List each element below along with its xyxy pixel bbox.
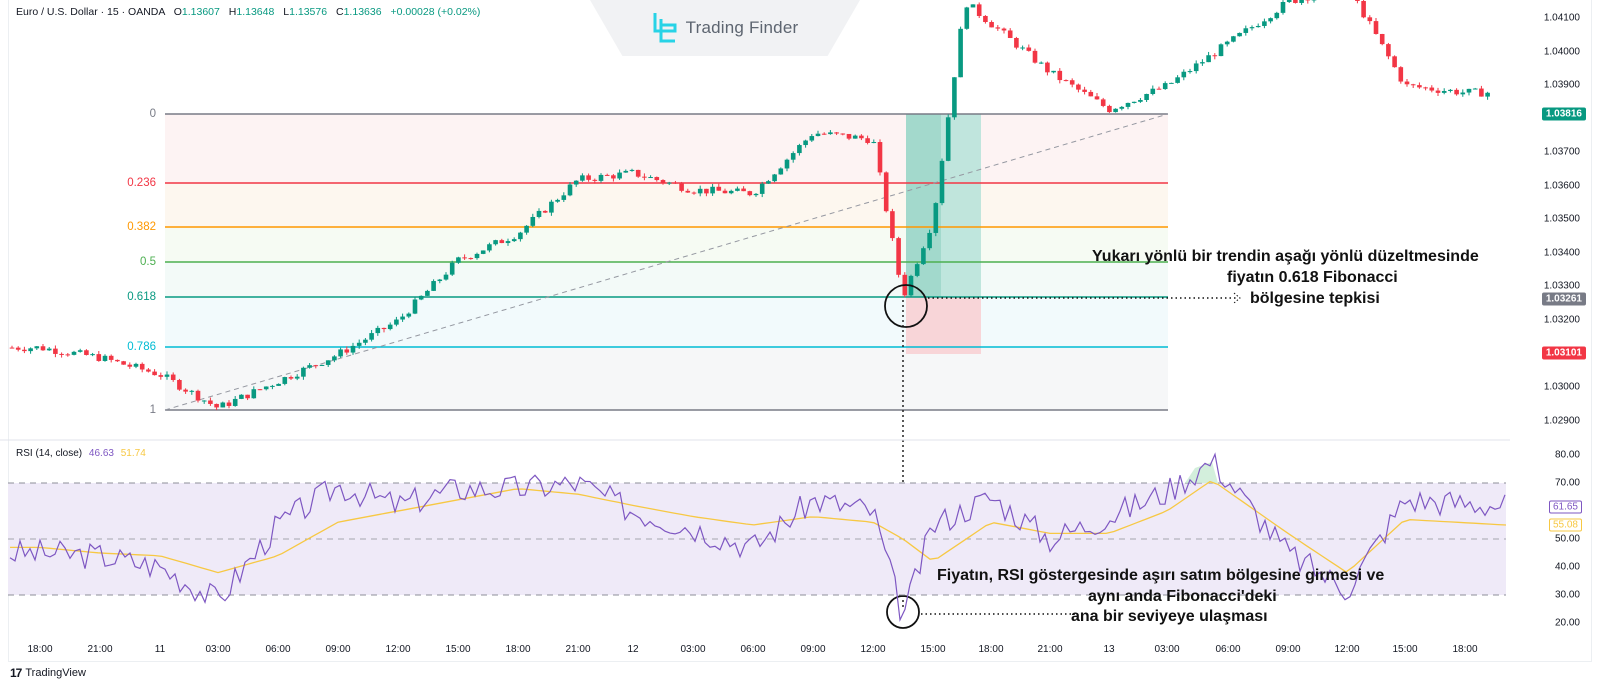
fib-annotation: Yukarı yönlü bir trendin aşağı yönlü düz… bbox=[1092, 248, 1479, 265]
time-tick: 06:00 bbox=[740, 644, 766, 655]
price-tick: 1.03000 bbox=[1543, 381, 1580, 393]
rsi-value: 46.63 bbox=[88, 448, 114, 459]
annotation-markers bbox=[884, 284, 1241, 629]
time-tick: 09:00 bbox=[325, 644, 351, 655]
time-tick: 06:00 bbox=[265, 644, 291, 655]
fib-label-0382: 0.382 bbox=[127, 221, 156, 233]
tradingview-mark-icon: 17 bbox=[10, 666, 22, 680]
fib-label-0786: 0.786 bbox=[127, 341, 156, 353]
time-tick: 03:00 bbox=[1154, 644, 1180, 655]
rsi-tick: 50.00 bbox=[1554, 533, 1580, 545]
time-tick: 15:00 bbox=[1392, 644, 1418, 655]
ohlc-close: C1.13636 bbox=[336, 6, 382, 18]
tradingview-logo[interactable]: 17 TradingView bbox=[10, 666, 86, 680]
price-tick: 1.03300 bbox=[1543, 280, 1580, 292]
time-tick: 09:00 bbox=[1275, 644, 1301, 655]
time-tick: 21:00 bbox=[565, 644, 591, 655]
rsi-annotation-line3: ana bir seviyeye ulaşması bbox=[1071, 608, 1268, 625]
fib-annotation-line2: fiyatın 0.618 Fibonacci bbox=[1227, 269, 1398, 286]
time-tick: 15:00 bbox=[920, 644, 946, 655]
rsi-tick: 30.00 bbox=[1554, 589, 1580, 601]
time-tick: 12 bbox=[627, 644, 639, 655]
fib-label-0236: 0.236 bbox=[127, 177, 156, 189]
price-tick: 1.03400 bbox=[1543, 247, 1580, 259]
time-tick: 12:00 bbox=[860, 644, 886, 655]
last-price-badge: 1.03816 bbox=[1541, 107, 1586, 121]
time-tick: 21:00 bbox=[1037, 644, 1063, 655]
fib-label-1: 1 bbox=[149, 404, 156, 416]
price-tick: 1.02900 bbox=[1543, 415, 1580, 427]
price-tick: 1.04000 bbox=[1543, 46, 1580, 58]
candlesticks bbox=[9, 0, 1490, 411]
trading-finder-logo-icon bbox=[653, 13, 677, 43]
time-tick: 18:00 bbox=[978, 644, 1004, 655]
brand-watermark: Trading Finder bbox=[590, 0, 860, 56]
fib-label-05: 0.5 bbox=[140, 256, 156, 268]
time-tick: 03:00 bbox=[205, 644, 231, 655]
price-tick: 1.03500 bbox=[1543, 213, 1580, 225]
symbol-title: Euro / U.S. Dollar · 15 · OANDA bbox=[16, 6, 165, 18]
stop-price-badge: 1.03101 bbox=[1541, 346, 1586, 360]
time-tick: 09:00 bbox=[800, 644, 826, 655]
price-tick: 1.03200 bbox=[1543, 314, 1580, 326]
time-tick: 12:00 bbox=[385, 644, 411, 655]
rsi-annotation: Fiyatın, RSI göstergesinde aşırı satım b… bbox=[937, 567, 1385, 584]
time-tick: 03:00 bbox=[680, 644, 706, 655]
rsi-axis[interactable]: 80.00 70.00 50.00 40.00 30.00 20.00 61.6… bbox=[1510, 440, 1592, 640]
rsi-panel[interactable] bbox=[0, 439, 1510, 623]
entry-price-badge: 1.03261 bbox=[1541, 292, 1586, 306]
rsi-annotation-line2: aynı anda Fibonacci'deki bbox=[1088, 588, 1277, 605]
time-tick: 12:00 bbox=[1334, 644, 1360, 655]
rsi-tick: 40.00 bbox=[1554, 561, 1580, 573]
time-tick: 13 bbox=[1103, 644, 1115, 655]
time-tick: 06:00 bbox=[1215, 644, 1241, 655]
price-change: +0.00028 (+0.02%) bbox=[390, 6, 481, 18]
time-tick: 18:00 bbox=[27, 644, 53, 655]
rsi-tick: 70.00 bbox=[1554, 477, 1580, 489]
fib-zones bbox=[165, 114, 1168, 410]
ohlc-low: L1.13576 bbox=[283, 6, 328, 18]
brand-name: Trading Finder bbox=[685, 18, 799, 37]
long-position-tool[interactable] bbox=[906, 114, 981, 354]
tradingview-label: TradingView bbox=[25, 667, 86, 679]
fib-annotation-line3: bölgesine tepkisi bbox=[1250, 290, 1380, 307]
symbol-legend[interactable]: Euro / U.S. Dollar · 15 · OANDA O1.13607… bbox=[16, 6, 480, 18]
ohlc-high: H1.13648 bbox=[228, 6, 275, 18]
rsi-tick: 20.00 bbox=[1554, 617, 1580, 629]
fib-label-0618: 0.618 bbox=[127, 291, 156, 303]
ohlc-open: O1.13607 bbox=[173, 6, 220, 18]
rsi-ma-last-badge: 55.08 bbox=[1548, 518, 1582, 532]
time-tick: 15:00 bbox=[445, 644, 471, 655]
fib-lines bbox=[164, 113, 1169, 411]
rsi-tick: 80.00 bbox=[1554, 449, 1580, 461]
price-tick: 1.04100 bbox=[1543, 12, 1580, 24]
price-tick: 1.03700 bbox=[1543, 146, 1580, 158]
time-tick: 21:00 bbox=[87, 644, 113, 655]
rsi-ma-value: 51.74 bbox=[120, 448, 146, 459]
price-chart[interactable] bbox=[0, 0, 1510, 640]
time-tick: 11 bbox=[154, 644, 166, 655]
fib-label-0: 0 bbox=[149, 108, 156, 120]
time-tick: 18:00 bbox=[1452, 644, 1478, 655]
price-tick: 1.03600 bbox=[1543, 180, 1580, 192]
time-axis[interactable]: 18:00 21:00 11 03:00 06:00 09:00 12:00 15:00 18:… bbox=[0, 640, 1510, 662]
rsi-title: RSI (14, close) bbox=[16, 448, 83, 459]
time-tick: 18:00 bbox=[505, 644, 531, 655]
rsi-last-badge: 61.65 bbox=[1548, 500, 1582, 514]
rsi-legend[interactable]: RSI (14, close) 46.63 51.74 bbox=[16, 448, 146, 459]
price-axis[interactable]: 1.04100 1.04000 1.03900 1.03700 1.03600 … bbox=[1510, 0, 1592, 440]
price-tick: 1.03900 bbox=[1543, 79, 1580, 91]
